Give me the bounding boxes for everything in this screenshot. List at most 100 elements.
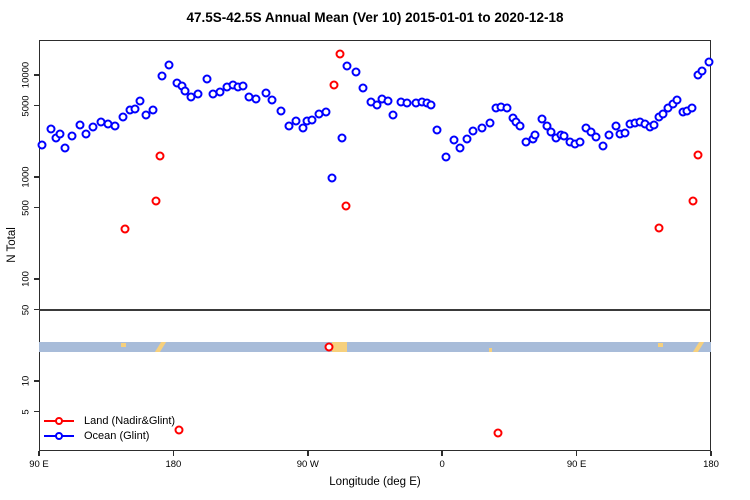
data-point-ocean: [55, 129, 65, 139]
data-point-ocean: [449, 135, 459, 145]
data-point-ocean: [75, 120, 85, 130]
y-axis-tick-label: 5: [20, 409, 32, 415]
x-axis-tick-label: 90 E: [566, 459, 587, 470]
data-point-ocean: [351, 67, 361, 77]
data-point-ocean: [337, 133, 347, 143]
data-point-ocean: [515, 121, 525, 131]
data-point-ocean: [321, 107, 331, 117]
data-point-ocean: [575, 137, 585, 147]
data-point-ocean: [658, 109, 668, 119]
data-point-ocean: [157, 71, 167, 81]
legend-label-ocean: Ocean (Glint): [84, 429, 150, 442]
y-axis-tick: [34, 104, 39, 107]
y-axis-tick: [34, 380, 39, 382]
y-axis-tick-label: 1000: [20, 166, 32, 188]
land-patch-south-america: [332, 342, 348, 353]
data-point-ocean: [672, 95, 682, 105]
data-point-ocean: [358, 83, 368, 93]
map-strip: [39, 342, 711, 353]
y-axis-tick: [34, 206, 39, 209]
x-axis-tick-label: 180: [703, 459, 719, 470]
data-point-ocean: [130, 104, 140, 114]
y-axis-tick-label: 5000: [20, 95, 32, 117]
data-point-land: [151, 196, 161, 206]
x-axis-tick: [172, 451, 175, 456]
data-point-ocean: [530, 130, 540, 140]
reference-line: [39, 308, 711, 311]
data-point-land: [654, 223, 664, 233]
data-point-ocean: [37, 140, 47, 150]
data-point-ocean: [586, 127, 596, 137]
data-point-ocean: [697, 66, 707, 76]
data-point-ocean: [462, 134, 472, 144]
data-point-ocean: [604, 130, 614, 140]
data-point-ocean: [307, 115, 317, 125]
data-point-land: [341, 201, 351, 211]
data-point-land: [335, 49, 345, 59]
data-point-ocean: [135, 96, 145, 106]
data-point-ocean: [141, 110, 151, 120]
data-point-ocean: [620, 128, 630, 138]
x-axis-tick: [575, 451, 578, 456]
x-axis-title: Longitude (deg E): [329, 476, 421, 488]
legend: Land (Nadir&Glint) Ocean (Glint): [44, 413, 175, 443]
data-point-ocean: [291, 116, 301, 126]
data-point-ocean: [67, 131, 77, 141]
data-point-ocean: [202, 74, 212, 84]
legend-item-ocean: Ocean (Glint): [44, 428, 175, 443]
data-point-ocean: [60, 143, 70, 153]
data-point-ocean: [477, 123, 487, 133]
data-point-ocean: [649, 120, 659, 130]
land-patch-tasmania: [657, 342, 664, 348]
y-axis-title: N Total: [6, 227, 18, 263]
y-axis-tick: [34, 74, 39, 76]
data-point-land: [120, 224, 130, 234]
data-point-ocean: [276, 106, 286, 116]
x-axis-tick-label: 90 E: [29, 459, 49, 470]
y-axis-tick-label: 10000: [20, 61, 32, 89]
x-axis-tick: [710, 451, 712, 456]
data-point-ocean: [118, 112, 128, 122]
data-point-land: [693, 150, 703, 160]
data-point-ocean: [485, 118, 495, 128]
data-point-ocean: [110, 121, 120, 131]
x-axis-tick-label: 180: [165, 459, 182, 470]
data-point-ocean: [284, 121, 294, 131]
data-point-ocean: [559, 131, 569, 141]
land-patch-new-zealand: [154, 342, 167, 353]
data-point-land: [155, 151, 165, 161]
land-patch-new-zealand: [692, 342, 704, 353]
data-point-ocean: [426, 100, 436, 110]
data-point-ocean: [502, 103, 512, 113]
y-axis-tick: [34, 176, 39, 178]
y-axis-tick-label: 100: [20, 271, 32, 287]
y-axis-tick: [34, 308, 39, 311]
x-axis-tick-label: 0: [439, 459, 445, 470]
y-axis-tick: [34, 410, 39, 413]
data-point-ocean: [441, 152, 451, 162]
data-point-ocean: [261, 88, 271, 98]
data-point-ocean: [327, 173, 337, 183]
data-point-ocean: [267, 95, 277, 105]
land-patch-small-island: [489, 348, 493, 352]
y-axis-tick-label: 10: [20, 375, 32, 387]
data-point-ocean: [687, 103, 697, 113]
legend-item-land: Land (Nadir&Glint): [44, 413, 175, 428]
ocean-marker-icon: [44, 430, 74, 441]
data-point-ocean: [238, 81, 248, 91]
data-point-ocean: [704, 57, 714, 67]
data-point-ocean: [148, 105, 158, 115]
plot-area: [39, 40, 711, 451]
data-point-ocean: [251, 94, 261, 104]
x-axis-tick: [307, 451, 309, 456]
data-point-ocean: [342, 61, 352, 71]
data-point-ocean: [383, 96, 393, 106]
data-point-land: [688, 196, 698, 206]
data-point-ocean: [402, 98, 412, 108]
data-point-land: [174, 425, 184, 435]
data-point-ocean: [46, 124, 56, 134]
data-point-land: [493, 428, 503, 438]
data-point-ocean: [180, 86, 190, 96]
y-axis-tick-label: 500: [20, 199, 32, 216]
